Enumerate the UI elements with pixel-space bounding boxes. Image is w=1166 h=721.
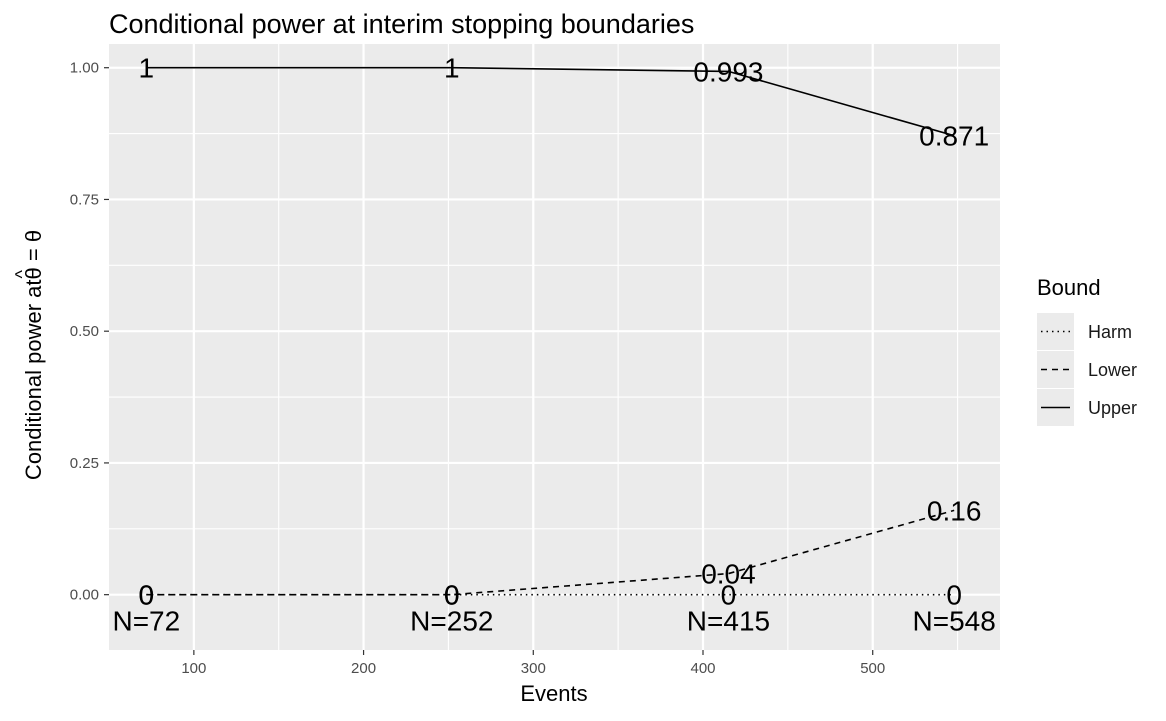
x-axis-title: Events (520, 681, 588, 706)
y-tick-label: 0.25 (70, 455, 99, 472)
data-label-harm: 0 (139, 580, 155, 611)
y-axis-title: Conditional power atθ = θ (21, 230, 47, 480)
x-tick-label: 400 (690, 660, 715, 677)
legend-label-upper: Upper (1088, 398, 1138, 418)
y-axis-title-text: Conditional power at (21, 279, 46, 481)
legend-item-upper: Upper (1037, 389, 1157, 427)
legend-key-upper (1037, 389, 1074, 426)
legend-title: Bound (1037, 275, 1101, 300)
sample-size-label: N=548 (913, 606, 996, 637)
plot-panel (109, 44, 1000, 650)
y-tick-label: 0.50 (70, 323, 99, 340)
x-tick-label: 500 (860, 660, 885, 677)
legend-key-harm (1037, 313, 1074, 350)
legend-key-lower (1037, 351, 1074, 388)
data-label-upper: 0.993 (693, 56, 763, 87)
data-label-lower: 0.04 (701, 559, 756, 590)
y-tick-label: 0.00 (70, 587, 99, 604)
legend: Bound Harm Lower Upper (1037, 275, 1157, 427)
sample-size-label: N=72 (112, 606, 180, 637)
y-tick-label: 1.00 (70, 60, 99, 77)
series-line-lower (146, 509, 955, 596)
chart-title: Conditional power at interim stopping bo… (109, 9, 695, 39)
series-lines (146, 66, 955, 596)
legend-label-lower: Lower (1088, 360, 1138, 380)
sample-size-label: N=252 (410, 606, 493, 637)
data-label-harm: 0 (444, 580, 460, 611)
data-label-lower: 0.16 (927, 495, 982, 526)
legend-item-harm: Harm (1037, 313, 1157, 351)
x-tick-label: 100 (181, 660, 206, 677)
sample-size-label: N=415 (687, 606, 770, 637)
x-tick-label: 200 (351, 660, 376, 677)
data-label-upper: 1 (139, 53, 155, 84)
data-label-lower: 0 (139, 580, 155, 611)
data-label-harm: 0 (946, 580, 962, 611)
legend-item-lower: Lower (1037, 351, 1157, 389)
data-label-lower: 0 (444, 580, 460, 611)
x-tick-label: 300 (521, 660, 546, 677)
axis-ticks: 100 200 300 400 500 0.00 0.25 0.50 0.75 1.00 (70, 60, 885, 677)
legend-label-harm: Harm (1088, 322, 1132, 342)
data-label-upper: 1 (444, 53, 460, 84)
data-label-upper: 0.871 (919, 121, 989, 152)
y-axis-title-math: θ = θ (21, 230, 47, 280)
data-label-harm: 0 (721, 580, 737, 611)
y-tick-label: 0.75 (70, 191, 99, 208)
series-line-upper (146, 66, 955, 137)
